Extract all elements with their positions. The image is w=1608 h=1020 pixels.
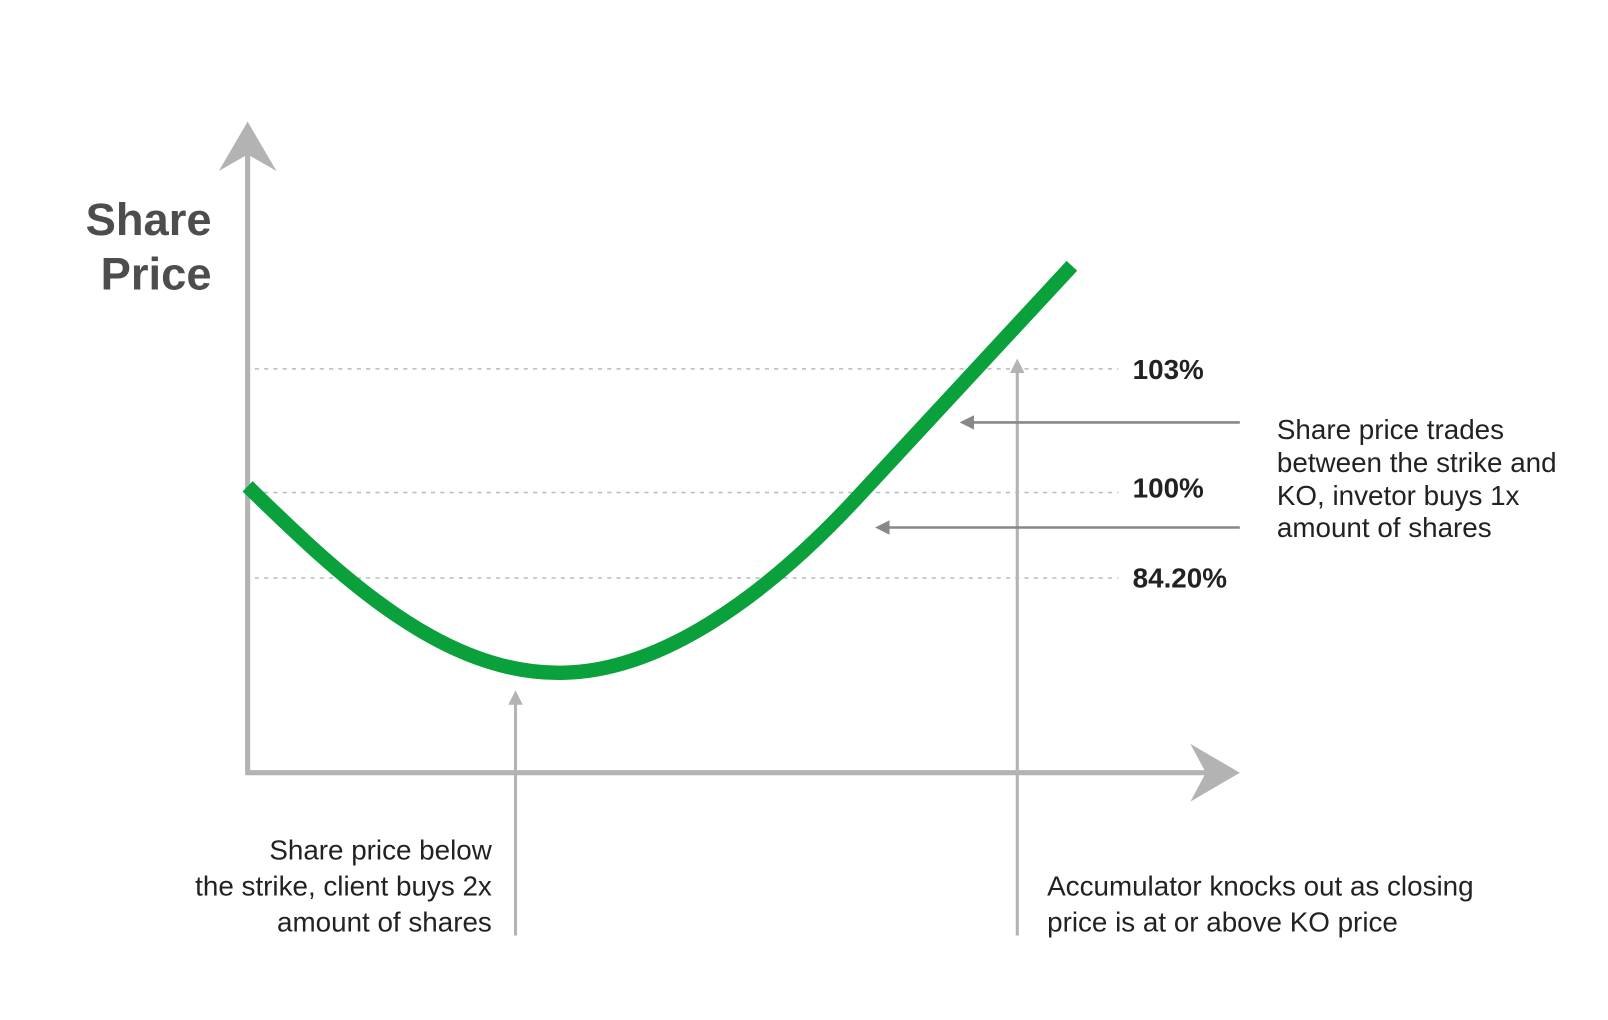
x-axis-arrowhead (1190, 743, 1240, 802)
pointer-head (875, 520, 890, 535)
annotation: price is at or above KO price (1047, 906, 1398, 937)
price-curve (242, 260, 1078, 681)
level-lines (245, 368, 1119, 579)
annotation: Share price below (269, 834, 492, 865)
axes (245, 154, 1206, 776)
annotation: Share price trades (1277, 414, 1504, 445)
pointer-head (959, 415, 974, 430)
annotation: amount of shares (277, 906, 492, 937)
level-label: 100% (1133, 473, 1204, 504)
axis-label: Price (101, 249, 212, 300)
level-label: 84.20% (1133, 562, 1227, 593)
pointer-head (508, 690, 523, 705)
annotation: amount of shares (1277, 512, 1492, 543)
side-pointers (886, 421, 1240, 529)
annotation: between the strike and (1277, 447, 1557, 478)
annotation: the strike, client buys 2x (195, 870, 492, 901)
pointers (513, 368, 1019, 936)
annotation: KO, invetor buys 1x (1277, 480, 1520, 511)
annotation: Accumulator knocks out as closing (1047, 870, 1473, 901)
axis-label: Share (86, 194, 212, 245)
y-axis-arrowhead (218, 121, 277, 172)
level-label: 103% (1133, 354, 1204, 385)
pointer-head (1010, 358, 1025, 373)
